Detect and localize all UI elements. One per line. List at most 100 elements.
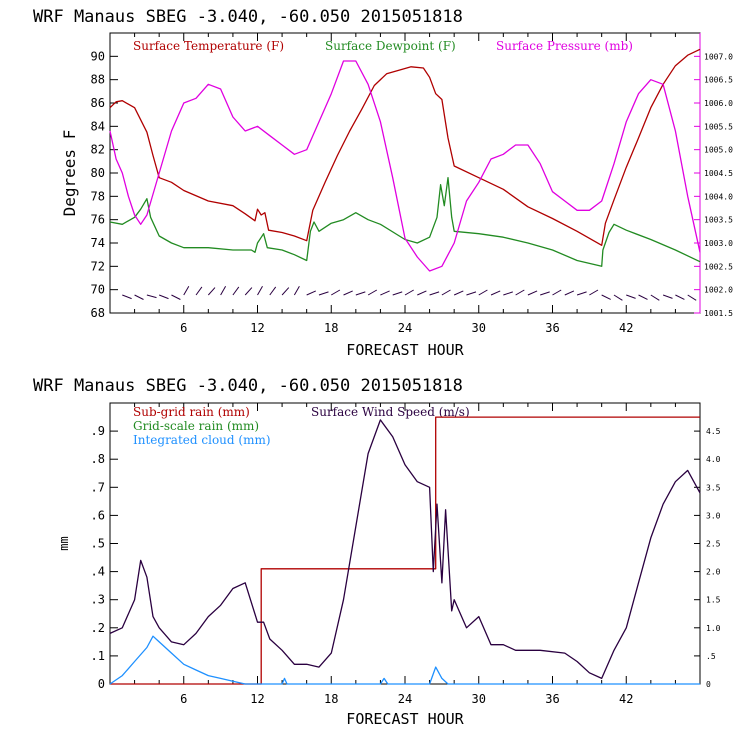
wind-barb [146,294,157,299]
wind-barb [220,286,227,296]
series-line-3 [109,60,701,272]
wind-barb [269,286,277,296]
wind-barb [367,289,378,296]
series-line-4 [109,419,701,680]
y2-tick-label: 1002.5 [704,262,733,271]
wind-barb [417,290,427,296]
y2-tick-label: 1007.0 [704,52,733,61]
x-tick-label: 24 [398,321,412,335]
wind-barb [466,291,477,296]
x-tick-label: 6 [180,692,187,706]
wind-barb [589,289,599,296]
legend-entry: Surface Temperature (F) [133,39,284,53]
wind-barb [343,290,353,296]
wind-barb [195,286,203,296]
y-tick-label: 86 [91,96,105,110]
legend-entry: Surface Pressure (mb) [496,39,633,53]
x-tick-label: 12 [250,321,264,335]
wind-barb [183,286,190,296]
wind-barbs [122,286,697,301]
x-tick-label: 24 [398,692,412,706]
x-axis-label: FORECAST HOUR [346,710,464,728]
wind-barb [540,291,550,296]
x-tick-label: 42 [619,692,633,706]
y-tick-label: .9 [91,424,105,438]
legend-entry: Surface Wind Speed (m/s) [311,405,470,419]
y-axis-label: mm [57,536,71,550]
temperature-panel: WRF Manaus SBEG -3.040, -60.050 20150518… [33,7,733,359]
legend-entry: Sub-grid rain (mm) [133,405,250,419]
wind-barb [687,294,697,301]
wind-barb [257,286,263,296]
y2-tick-label: 1003.5 [704,216,733,225]
y2-tick-label: 1.0 [706,624,721,633]
y2-tick-label: 1004.5 [704,169,733,178]
y-tick-label: .6 [91,508,105,522]
chart-title: WRF Manaus SBEG -3.040, -60.050 20150518… [33,7,463,27]
x-tick-label: 36 [545,692,559,706]
y2-tick-label: 2.5 [706,540,721,549]
wind-barb [355,291,366,296]
y-tick-label: 84 [91,119,105,133]
x-tick-label: 36 [545,321,559,335]
y-tick-label: .5 [91,537,105,551]
y2-tick-label: 1002.0 [704,286,733,295]
x-axis-label: FORECAST HOUR [346,341,464,359]
y2-tick-label: 2.0 [706,568,721,577]
wind-barb [380,290,390,296]
y-tick-label: 70 [91,283,105,297]
y2-tick-label: 1006.5 [704,76,733,85]
y2-tick-label: 1004.0 [704,192,733,201]
y-tick-label: .2 [91,621,105,635]
y2-tick-label: .5 [706,652,716,661]
x-tick-label: 42 [619,321,633,335]
y-tick-label: .1 [91,649,105,663]
wind-barb [158,294,169,300]
wind-barb [429,291,440,296]
wind-barb [650,294,660,301]
wind-barb [281,287,290,296]
wind-barb [675,294,685,300]
wind-barb [601,294,611,300]
y-tick-label: 88 [91,73,105,87]
y2-tick-label: 3.0 [706,511,721,520]
wind-barb [134,294,144,300]
y-tick-label: .8 [91,452,105,466]
series-line-1 [109,48,701,246]
legend-entry: Integrated cloud (mm) [133,433,271,447]
wind-barb [490,290,501,296]
y-tick-label: 82 [91,143,105,157]
wind-barb [318,291,329,296]
wind-barb [638,294,648,300]
series-line-2 [109,177,701,267]
y-axis-label: Degrees F [60,130,79,217]
y-tick-label: 0 [98,677,105,691]
wind-barb [503,291,513,296]
chart-title: WRF Manaus SBEG -3.040, -60.050 20150518… [33,376,463,396]
y2-tick-label: 3.5 [706,483,721,492]
y-tick-label: 90 [91,49,105,63]
y2-tick-label: 4.0 [706,455,721,464]
wind-barb [527,290,538,296]
y2-tick-label: 0 [706,680,711,689]
y-tick-label: 80 [91,166,105,180]
wind-barb [441,289,451,296]
wind-barb [453,290,464,296]
wind-barb [662,294,673,299]
y2-tick-label: 4.5 [706,427,721,436]
wind-barb [171,294,181,300]
x-tick-label: 30 [472,692,486,706]
wind-barb [232,286,240,296]
wind-barb [293,286,300,296]
y2-tick-label: 1.5 [706,596,721,605]
y2-tick-label: 1006.0 [704,99,733,108]
y-tick-label: 74 [91,236,105,250]
x-tick-label: 6 [180,321,187,335]
wind-barb [404,289,414,296]
wind-barb [207,287,216,296]
y2-tick-label: 1005.0 [704,146,733,155]
y-tick-label: .4 [91,565,105,579]
y-tick-label: 72 [91,259,105,273]
